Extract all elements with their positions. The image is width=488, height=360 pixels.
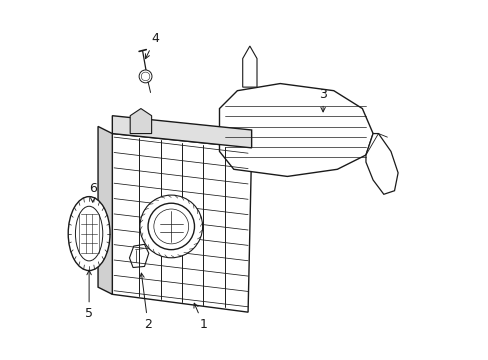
Text: 6: 6	[88, 183, 97, 202]
Polygon shape	[365, 134, 397, 194]
Polygon shape	[130, 109, 151, 134]
Polygon shape	[98, 126, 112, 294]
Polygon shape	[129, 244, 148, 267]
Polygon shape	[112, 134, 251, 312]
Circle shape	[139, 70, 152, 83]
Circle shape	[140, 195, 202, 258]
Circle shape	[148, 203, 194, 249]
Text: 4: 4	[145, 32, 159, 59]
Text: 3: 3	[319, 88, 326, 112]
Ellipse shape	[75, 206, 102, 261]
Polygon shape	[219, 84, 372, 176]
Polygon shape	[242, 46, 257, 87]
Ellipse shape	[68, 197, 110, 271]
Polygon shape	[112, 116, 251, 148]
Text: 2: 2	[140, 273, 152, 331]
Text: 5: 5	[85, 270, 93, 320]
Text: 1: 1	[194, 303, 207, 331]
